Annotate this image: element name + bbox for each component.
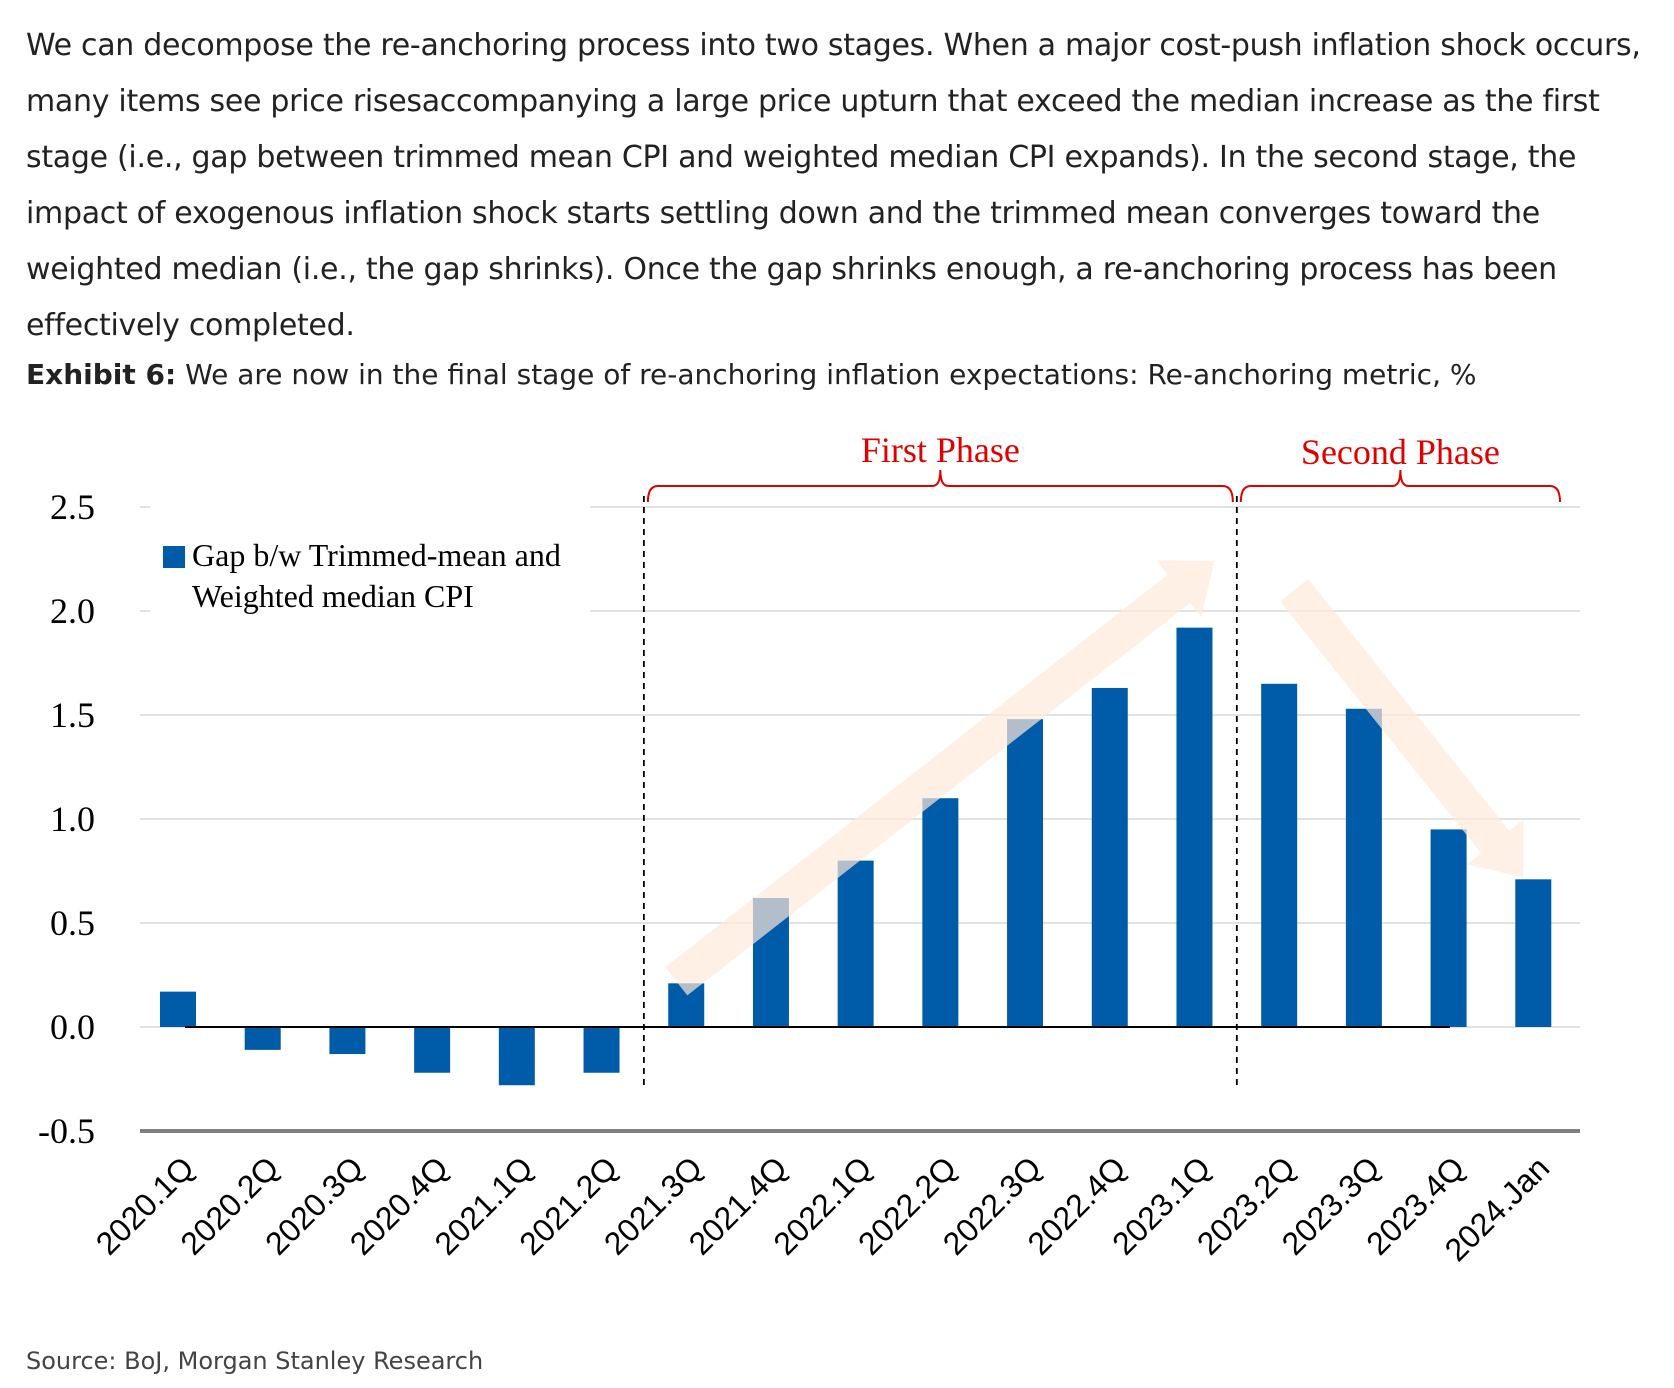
bar [244, 1027, 281, 1050]
bar [329, 1027, 366, 1055]
first-phase-brace [646, 469, 1234, 503]
exhibit-label: Exhibit 6: [26, 358, 177, 391]
y-tick-label: 2.5 [50, 487, 95, 527]
y-tick-label: 0.5 [50, 903, 95, 943]
bar [1007, 719, 1044, 1027]
bar [837, 860, 874, 1027]
bar [1091, 687, 1128, 1027]
rising-trend-arrow-shape [665, 560, 1215, 996]
y-tick-label: -0.5 [38, 1111, 95, 1151]
bar-chart: 2.5 2.0 1.5 1.0 0.5 0.0 -0.5 First Phase Second … [38, 430, 1580, 1268]
bar [583, 1027, 620, 1073]
bar [1345, 708, 1382, 1027]
legend-background [150, 505, 590, 690]
falling-trend-arrow [1280, 579, 1524, 878]
second-phase-brace [1239, 469, 1561, 503]
bar [1430, 829, 1467, 1027]
bar [1515, 879, 1552, 1027]
legend-label-line-2: Weighted median CPI [192, 578, 474, 614]
exhibit-title: We are now in the final stage of re-anch… [185, 358, 1477, 391]
first-phase-label: First Phase [861, 430, 1020, 470]
bar [1176, 627, 1213, 1027]
bar [922, 798, 959, 1027]
bar [414, 1027, 451, 1073]
bar [160, 991, 196, 1027]
exhibit-heading: Exhibit 6: We are now in the final stage… [26, 358, 1656, 391]
legend-label-line-1: Gap b/w Trimmed-mean and [192, 537, 561, 573]
source-note: Source: BoJ, Morgan Stanley Research [26, 1347, 484, 1375]
bar [498, 1027, 535, 1086]
second-phase-label: Second Phase [1301, 432, 1500, 472]
falling-trend-arrow-shape [1280, 579, 1524, 878]
bar [1261, 683, 1298, 1027]
y-tick-label: 2.0 [50, 591, 95, 631]
y-tick-label: 0.0 [50, 1007, 95, 1047]
legend-swatch [163, 546, 185, 568]
y-tick-label: 1.0 [50, 799, 95, 839]
y-tick-label: 1.5 [50, 695, 95, 735]
rising-trend-arrow [665, 560, 1215, 996]
intro-paragraph: We can decompose the re-anchoring proces… [26, 28, 1641, 343]
